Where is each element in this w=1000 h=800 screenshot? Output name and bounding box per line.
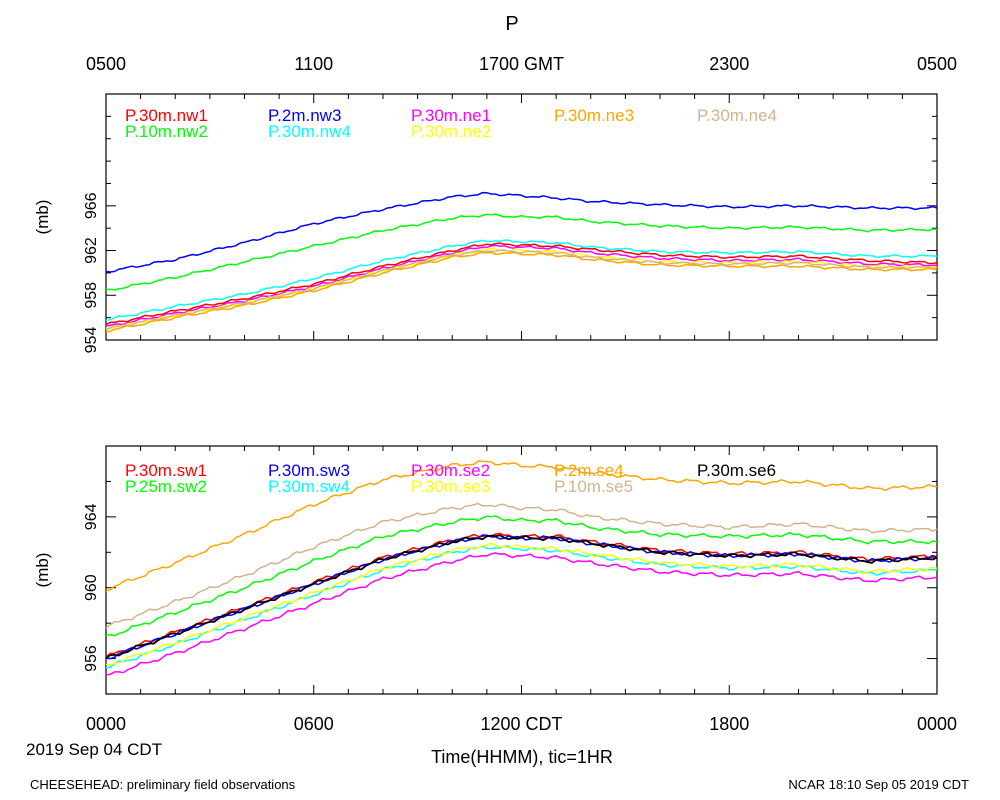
legend-entry-p-30m-sw3: P.30m.sw3 <box>268 461 350 480</box>
y-tick-label: 960 <box>83 574 100 601</box>
series-line-p-30m-sw4 <box>105 545 938 669</box>
y-tick-label: 954 <box>83 327 100 354</box>
series-line-p-30m-ne1 <box>105 244 938 327</box>
legend-entry-p-30m-se2: P.30m.se2 <box>411 461 490 480</box>
x-axis-label: Time(HHMM), tic=1HR <box>431 747 613 767</box>
legend-entry-p-30m-ne1: P.30m.ne1 <box>411 106 491 125</box>
legend-entry-p-30m-se6: P.30m.se6 <box>697 461 776 480</box>
date-label: 2019 Sep 04 CDT <box>26 740 162 759</box>
top-tick-label: 0500 <box>917 54 957 74</box>
legend-entry-p-30m-nw4: P.30m.nw4 <box>268 122 351 141</box>
series-line-p-2m-se4 <box>105 460 938 592</box>
legend-entry-p-25m-sw2: P.25m.sw2 <box>125 477 207 496</box>
legend-entry-p-10m-nw2: P.10m.nw2 <box>125 122 208 141</box>
series-line-p-30m-sw1 <box>105 532 938 658</box>
y-tick-label: 958 <box>83 282 100 309</box>
series-line-p-30m-nw4 <box>105 239 938 321</box>
bottom-tick-label: 0600 <box>294 714 334 734</box>
bottom-tick-label: 1200 CDT <box>480 714 562 734</box>
y-tick-label: 964 <box>83 503 100 530</box>
y-tick-label: 956 <box>83 645 100 672</box>
series-line-p-30m-ne4 <box>105 249 938 331</box>
legend-entry-p-2m-se4: P.2m.se4 <box>554 461 624 480</box>
legend-entry-p-30m-ne3: P.30m.ne3 <box>554 106 634 125</box>
series-line-p-30m-se6 <box>105 534 938 659</box>
top-tick-label: 1700 GMT <box>479 54 564 74</box>
series-line-p-30m-nw1 <box>105 242 938 325</box>
legend-entry-p-30m-se3: P.30m.se3 <box>411 477 490 496</box>
bottom-axis-tick-labels: 0000 0600 1200 CDT 1800 0000 <box>86 714 957 734</box>
y-tick-label: 962 <box>83 237 100 264</box>
footer-left: CHEESEHEAD: preliminary field observatio… <box>30 777 296 792</box>
series-line-p-30m-ne3 <box>105 251 938 333</box>
top-tick-label: 1100 <box>294 54 333 74</box>
footer-right: NCAR 18:10 Sep 05 2019 CDT <box>788 777 969 792</box>
bottom-tick-label: 0000 <box>917 714 957 734</box>
top-axis-tick-labels: 0500 1100 1700 GMT 2300 0500 <box>86 54 957 74</box>
legend-entry-p-30m-sw1: P.30m.sw1 <box>125 461 207 480</box>
top-tick-label: 2300 <box>709 54 749 74</box>
series-line-p-10m-nw2 <box>105 213 938 291</box>
bottom-tick-label: 0000 <box>86 714 126 734</box>
legend-entry-p-2m-nw3: P.2m.nw3 <box>268 106 341 125</box>
bottom-panel: 956 960 964 (mb) P.30m.sw1 P.30m.sw3 P.30m.se2… <box>33 445 938 695</box>
legend-entry-p-30m-ne2: P.30m.ne2 <box>411 122 491 141</box>
y-tick-label: 966 <box>83 192 100 219</box>
legend-entry-p-30m-sw4: P.30m.sw4 <box>268 477 350 496</box>
legend-entry-p-10m-se5: P.10m.se5 <box>554 477 633 496</box>
chart-title: P <box>505 13 518 35</box>
bottom-tick-label: 1800 <box>709 714 749 734</box>
series-line-p-2m-nw3 <box>105 191 938 273</box>
series-line-p-25m-sw2 <box>105 515 938 637</box>
series-line-p-30m-se3 <box>105 542 938 666</box>
series-line-p-30m-sw3 <box>105 534 938 660</box>
y-axis-label: (mb) <box>33 200 52 235</box>
series-line-p-30m-se2 <box>105 552 938 676</box>
y-axis-label: (mb) <box>33 553 52 588</box>
plot-frame <box>105 445 938 695</box>
series-line-p-30m-ne2 <box>105 247 938 330</box>
series-line-p-10m-se5 <box>105 502 938 629</box>
top-tick-label: 0500 <box>86 54 126 74</box>
legend-entry-p-30m-nw1: P.30m.nw1 <box>125 106 208 125</box>
legend-entry-p-30m-ne4: P.30m.ne4 <box>697 106 777 125</box>
